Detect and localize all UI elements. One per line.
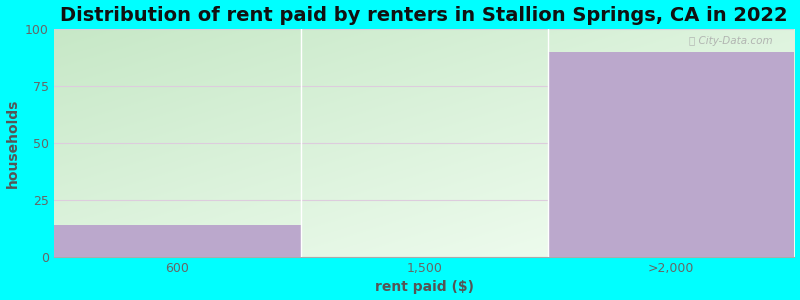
Bar <box>54 225 301 257</box>
Text: ⓒ City-Data.com: ⓒ City-Data.com <box>689 36 772 46</box>
Bar <box>547 52 794 257</box>
X-axis label: rent paid ($): rent paid ($) <box>374 280 474 294</box>
Y-axis label: households: households <box>6 98 19 188</box>
Title: Distribution of rent paid by renters in Stallion Springs, CA in 2022: Distribution of rent paid by renters in … <box>60 6 788 25</box>
